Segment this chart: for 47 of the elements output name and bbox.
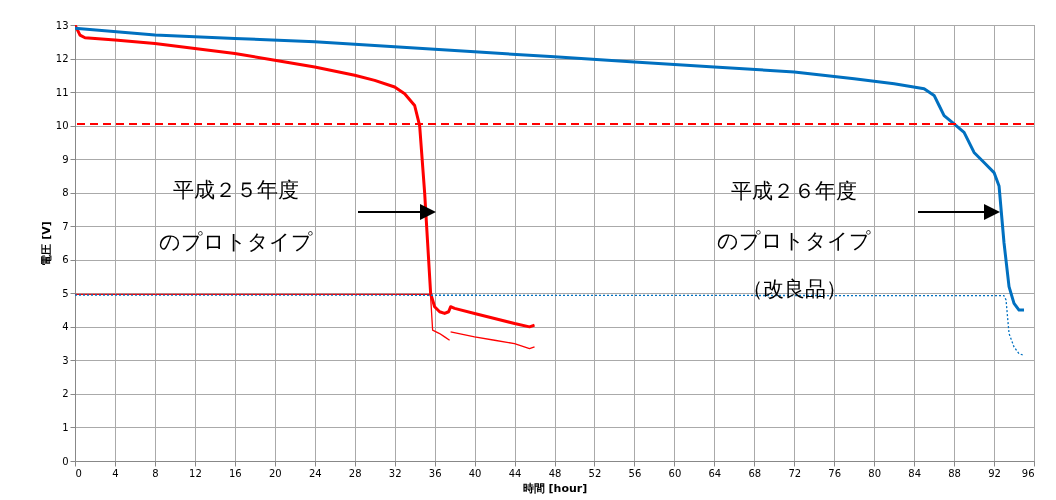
y-tick-label: 2 [62,388,69,400]
x-tick-label: 24 [308,467,322,479]
y-tick-label: 4 [62,321,69,333]
x-tick-label: 40 [468,467,482,479]
y-tick-label: 8 [62,187,69,199]
y-axis-title: 電圧 [V] [39,221,53,266]
x-tick-label: 16 [228,467,242,479]
x-tick-label: 8 [152,467,159,479]
x-tick-label: 44 [508,467,522,479]
x-tick-label: 52 [588,467,602,479]
x-tick-label: 60 [668,467,682,479]
x-tick-label: 20 [268,467,282,479]
x-tick-label: 64 [708,467,722,479]
y-tick-label: 9 [62,153,69,165]
x-tick-label: 92 [988,467,1001,479]
x-tick-label: 88 [948,467,961,479]
y-tick-label: 12 [55,53,69,65]
y-tick-label: 5 [62,287,69,299]
x-tick-label: 12 [189,467,202,479]
x-tick-label: 80 [868,467,882,479]
x-tick-label: 28 [348,467,362,479]
x-tick-label: 72 [788,467,802,479]
annotation: 平成２６年度 [731,179,857,203]
x-tick-label: 76 [828,467,842,479]
x-axis-title: 時間 [hour] [522,481,588,495]
annotation: 平成２５年度 [173,178,299,202]
annotation: のプロトタイプ [159,230,313,254]
y-tick-label: 1 [62,421,69,433]
x-tick-label: 96 [1021,467,1035,479]
annotation: （改良品） [741,277,847,301]
x-tick-label: 32 [388,467,402,479]
y-tick-label: 13 [55,19,69,31]
y-tick-label: 10 [55,120,69,132]
y-tick-label: 0 [62,455,69,467]
x-tick-label: 84 [908,467,921,479]
x-tick-label: 0 [75,467,82,479]
x-tick-label: 56 [628,467,642,479]
x-tick-label: 48 [548,467,562,479]
y-tick-label: 7 [62,220,69,232]
y-tick-label: 11 [55,86,69,98]
x-tick-label: 68 [748,467,762,479]
y-tick-label: 3 [62,354,69,366]
y-tick-label: 6 [62,254,69,266]
x-tick-label: 36 [428,467,442,479]
line-series [75,26,1026,312]
annotation: のプロトタイプ [717,229,871,253]
x-tick-label: 4 [112,467,119,479]
